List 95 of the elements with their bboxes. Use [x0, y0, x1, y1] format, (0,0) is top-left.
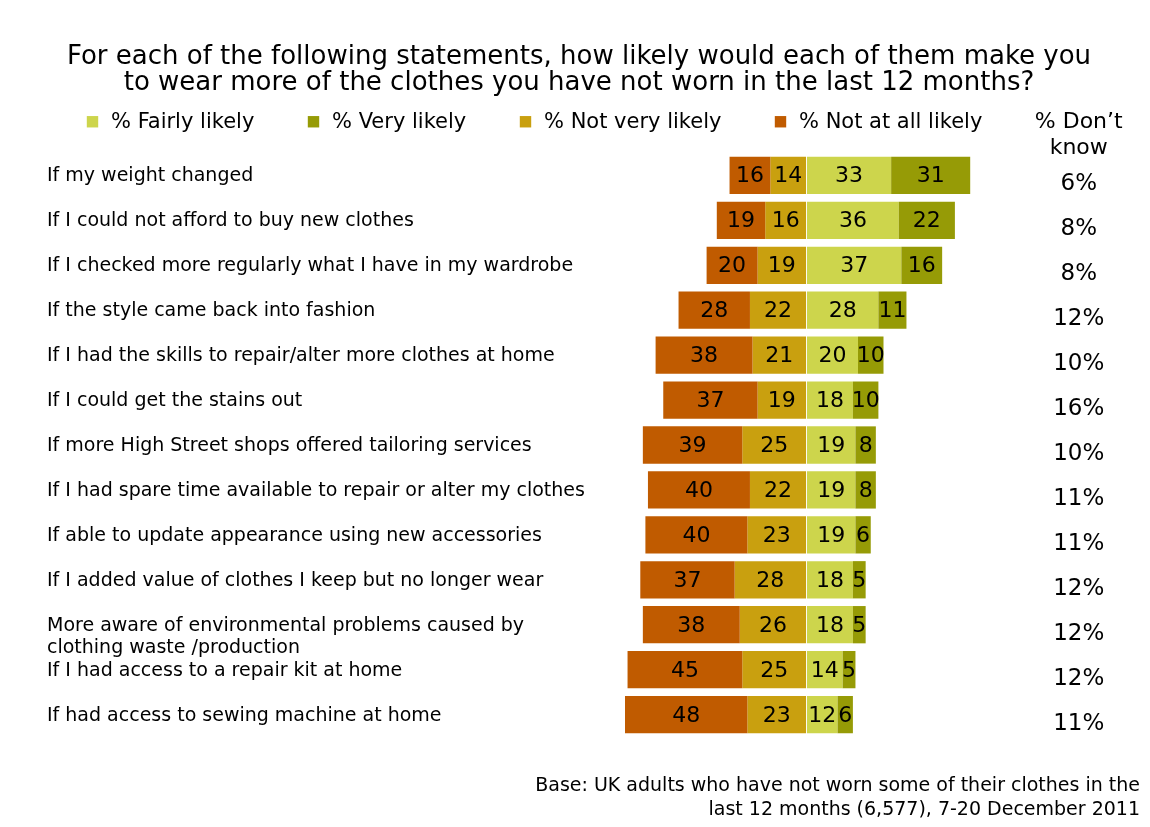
data-label: 26: [758, 611, 787, 637]
data-label: 12: [808, 701, 837, 727]
bar: [642, 606, 740, 644]
y-tick-label: If I checked more regularly what I have in my wardrobe: [47, 253, 574, 276]
y-tick-label: If I had spare time available to repair or alter my clothes: [47, 477, 585, 500]
data-label: 16: [771, 207, 800, 233]
legend-label: % Not very likely: [544, 108, 722, 133]
text: 12%: [1053, 573, 1105, 600]
data-label: 28: [828, 297, 857, 323]
data-label: 22: [764, 476, 792, 502]
bar: [891, 156, 971, 195]
data-label: 19: [767, 387, 796, 413]
data-label: 37: [696, 387, 725, 413]
text: 8%: [1060, 259, 1097, 286]
data-label: 14: [774, 162, 803, 188]
y-tick-label: If had access to sewing machine at home: [47, 702, 442, 725]
text: 11%: [1053, 483, 1105, 510]
y-tick-label: If I had access to a repair kit at home: [47, 657, 403, 680]
data-label: 28: [700, 297, 729, 323]
data-label: 40: [682, 521, 711, 547]
data-label: 19: [767, 252, 796, 278]
data-label: 20: [818, 342, 847, 368]
data-label: 20: [718, 252, 747, 278]
data-label: 25: [760, 432, 789, 457]
data-label: 38: [677, 611, 706, 637]
y-tick-label: More aware of environmental problems caused by clothing waste /production: [47, 612, 525, 657]
data-label: 6: [838, 701, 853, 727]
legend-label: % Not at all likely: [799, 108, 983, 133]
y-tick-label: If able to update appearance using new accessories: [47, 522, 542, 545]
data-label: 18: [815, 387, 844, 413]
data-label: 14: [810, 656, 839, 682]
data-label: 6: [856, 521, 871, 547]
data-label: 5: [852, 611, 867, 637]
data-label: 22: [912, 207, 941, 233]
data-label: 23: [762, 521, 791, 547]
y-tick-label: If I had the skills to repair/alter more clothes at home: [47, 343, 555, 366]
data-label: 8: [858, 476, 873, 502]
data-label: 8: [858, 432, 873, 457]
data-label: 11: [878, 297, 907, 323]
data-label: 40: [684, 476, 713, 502]
bar: [655, 336, 753, 374]
data-label: 5: [852, 566, 867, 592]
bar: [625, 695, 748, 734]
data-label: 37: [673, 566, 702, 592]
data-label: 37: [840, 252, 869, 278]
text: 16%: [1053, 394, 1105, 421]
y-tick-label: If more High Street shops offered tailoring services: [47, 433, 532, 455]
data-label: 19: [817, 476, 846, 502]
data-label: 31: [916, 162, 945, 188]
y-tick-label: If I added value of clothes I keep but no longer wear: [47, 567, 544, 590]
data-label: 45: [670, 656, 699, 682]
data-label: 23: [762, 701, 791, 727]
bar: [647, 471, 750, 509]
data-label: 5: [842, 656, 857, 682]
data-label: 19: [817, 432, 846, 457]
data-label: 48: [672, 701, 701, 727]
legend-label: % Very likely: [332, 108, 467, 133]
data-label: 25: [760, 656, 789, 682]
data-label: 19: [727, 207, 756, 233]
bar: [645, 516, 748, 554]
data-label: 16: [735, 162, 764, 188]
data-label: 16: [907, 252, 936, 278]
data-label: 28: [756, 566, 785, 592]
data-label: 19: [817, 521, 846, 547]
text: 10%: [1053, 439, 1105, 465]
bar: [640, 561, 735, 599]
bar: [663, 381, 758, 419]
y-tick-label: If I could not afford to buy new clothes: [47, 208, 414, 231]
data-label: 18: [815, 566, 844, 592]
text: 12%: [1053, 663, 1105, 690]
data-label: 33: [835, 162, 864, 188]
text: Base: UK adults who have not worn some of their clothes in the last 12 months (6,577), 7-20 December 2011: [535, 773, 1140, 819]
data-label: 18: [815, 611, 844, 637]
y-tick-label: If my weight changed: [47, 163, 254, 186]
text: 11%: [1053, 708, 1105, 735]
bar: [642, 426, 743, 464]
chart-title: For each of the following statements, how likely would each of them make you to wear more of the clothes you have not worn in the last 12 months?: [66, 40, 1092, 96]
text: 10%: [1053, 349, 1105, 376]
bar: [627, 650, 743, 689]
text: 6%: [1060, 169, 1097, 196]
text: 8%: [1060, 214, 1097, 241]
data-label: 21: [765, 342, 794, 368]
text: 12%: [1053, 618, 1105, 645]
y-tick-label: If the style came back into fashion: [47, 298, 376, 321]
text: 12%: [1053, 304, 1105, 331]
legend-label: % Fairly likely: [111, 108, 255, 133]
bar: [898, 201, 955, 240]
text: % Don’t know: [1034, 108, 1124, 159]
data-label: 38: [690, 342, 719, 368]
data-label: 36: [838, 207, 867, 233]
text: 11%: [1053, 528, 1105, 555]
data-label: 22: [764, 297, 792, 323]
y-tick-label: If I could get the stains out: [47, 388, 303, 411]
bar: [678, 291, 750, 329]
data-label: 39: [678, 432, 707, 457]
